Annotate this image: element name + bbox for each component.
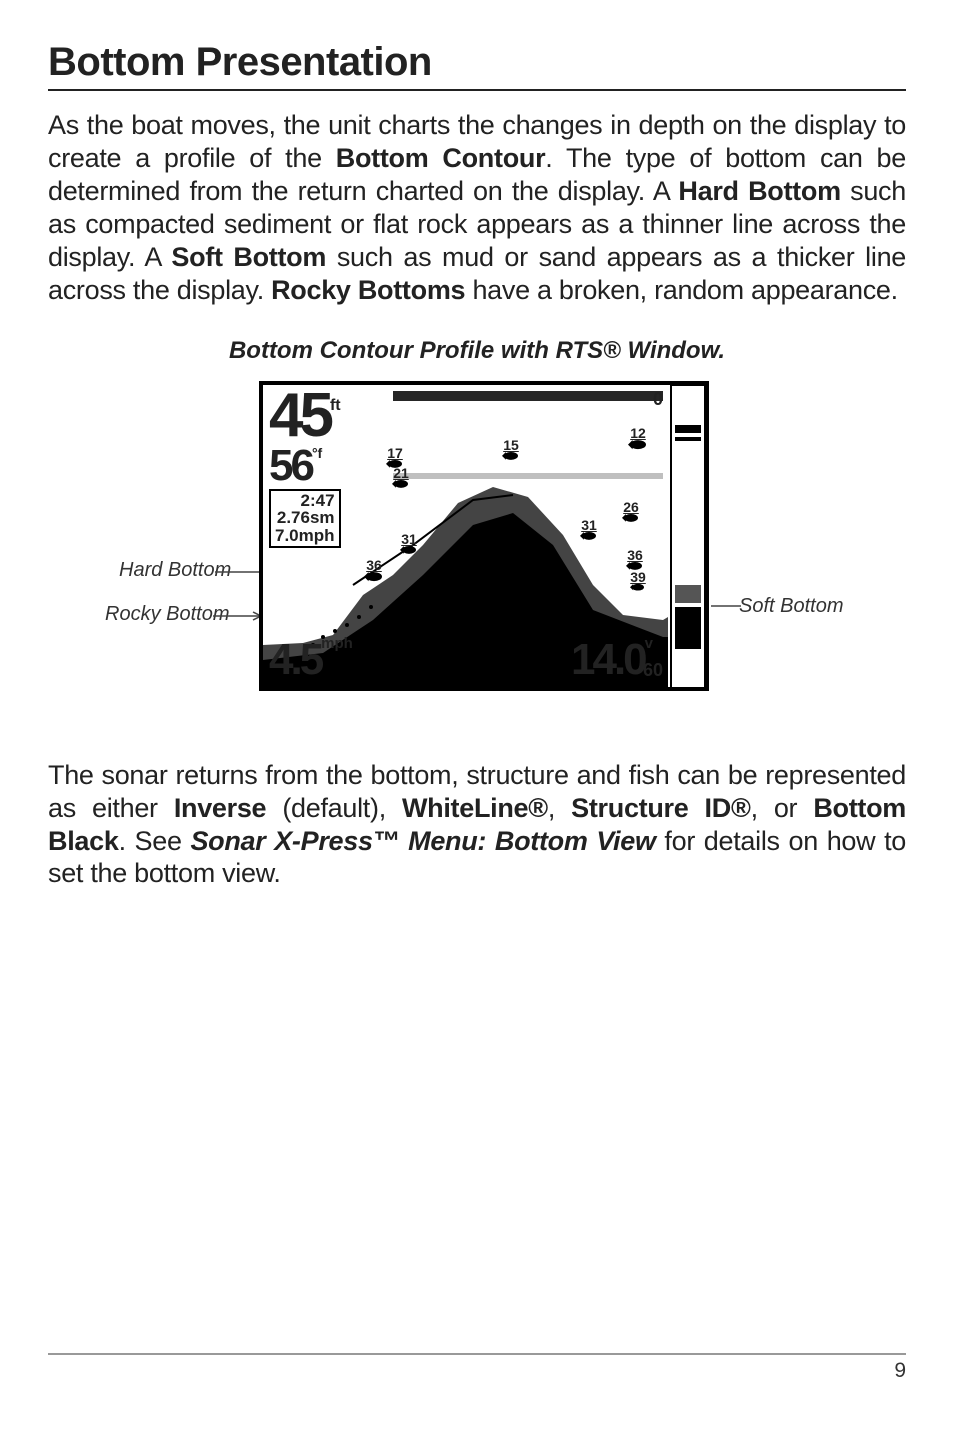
sonar-screen: 45ft 56°f 2:47 2.76sm 7.0mph 17211531363… (259, 381, 709, 691)
fish-icon: 31 (399, 531, 419, 555)
trip-readouts: 2:47 2.76sm 7.0mph (269, 489, 341, 549)
label-soft-bottom: Soft Bottom (739, 595, 844, 618)
arrow-hard (215, 567, 265, 577)
figure-caption: Bottom Contour Profile with RTS® Window. (48, 337, 906, 365)
volts: 14.0 (571, 635, 645, 684)
scale-top: 0 (653, 389, 663, 410)
temp-value: 56 (269, 441, 312, 490)
page-footer: 9 (48, 1353, 906, 1383)
figure: Hard Bottom Rocky Bottom Soft Bottom (48, 381, 906, 721)
temp-unit: °f (312, 445, 322, 461)
speed-big: 4.5 (269, 635, 321, 684)
fish-icon: 21 (391, 465, 411, 489)
fish-icon: 12 (627, 425, 649, 450)
readout-time: 2:47 (275, 492, 335, 510)
section-heading: Bottom Presentation (48, 40, 906, 91)
label-rocky-bottom: Rocky Bottom (105, 603, 229, 626)
body-paragraph-1: As the boat moves, the unit charts the c… (48, 109, 906, 307)
page-number: 9 (894, 1359, 906, 1382)
readout-speed: 7.0mph (275, 527, 335, 545)
body-paragraph-2: The sonar returns from the bottom, struc… (48, 759, 906, 891)
depth-value: 45 (269, 391, 330, 441)
fish-icon: 26 (621, 499, 641, 523)
fish-icon: 31 (579, 517, 599, 541)
volts-unit: v (645, 635, 653, 652)
arrow-soft (711, 601, 741, 611)
bottom-readouts: 4.5mph 14.0v (263, 639, 705, 687)
fish-icon: 15 (501, 437, 521, 461)
page: Bottom Presentation As the boat moves, t… (0, 0, 954, 1431)
depth-readout: 45ft 56°f (269, 391, 341, 491)
fish-icon: 36 (363, 557, 385, 582)
fish-icon: 36 (625, 547, 645, 571)
speed-big-unit: mph (321, 635, 353, 652)
fish-icon: 39 (629, 569, 647, 591)
readout-trip: 2.76sm (275, 509, 335, 527)
depth-unit: ft (330, 397, 341, 414)
